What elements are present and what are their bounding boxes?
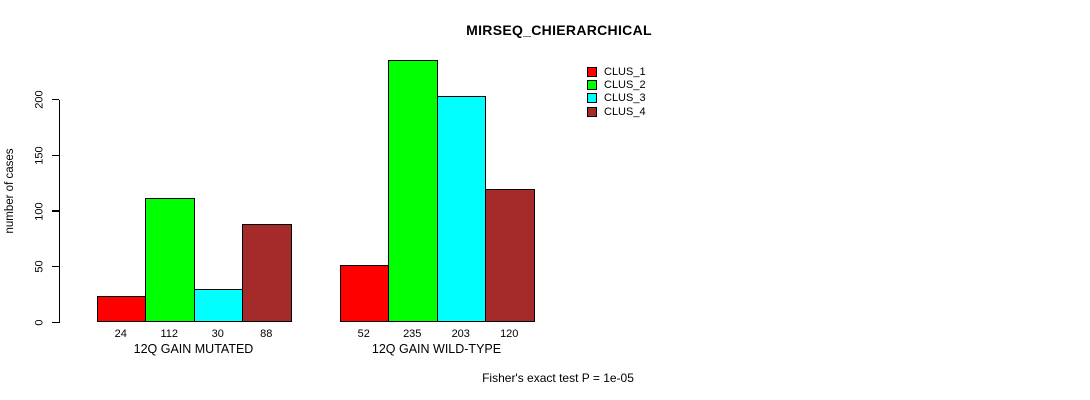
x-group-label: 12Q GAIN MUTATED xyxy=(133,342,254,356)
y-axis-line xyxy=(58,99,60,323)
y-tick-label: 200 xyxy=(33,90,45,109)
bar-value-label: 24 xyxy=(114,327,127,340)
y-tick-label: 0 xyxy=(33,319,45,326)
legend-swatch-clus_2 xyxy=(587,79,597,90)
legend-label: CLUS_2 xyxy=(604,78,646,91)
legend-swatch-clus_1 xyxy=(587,66,597,77)
bar-value-label: 120 xyxy=(500,327,519,340)
bar-clus_2 xyxy=(388,60,438,323)
y-tick-mark xyxy=(51,266,59,268)
y-tick-mark xyxy=(51,98,59,101)
bar-clus_3 xyxy=(436,96,486,323)
y-tick-label: 100 xyxy=(33,201,45,221)
bar-value-label: 88 xyxy=(260,327,273,340)
y-tick-mark xyxy=(51,210,59,212)
bar-value-label: 203 xyxy=(451,327,470,340)
y-tick-mark xyxy=(51,321,59,324)
bar-value-label: 112 xyxy=(160,327,179,340)
bar-clus_4 xyxy=(485,188,535,323)
bar-value-label: 52 xyxy=(357,327,370,340)
legend-label: CLUS_4 xyxy=(604,105,646,118)
legend-label: CLUS_3 xyxy=(604,92,646,105)
bar-clus_3 xyxy=(193,289,243,323)
x-group-label: 12Q GAIN WILD-TYPE xyxy=(371,342,502,356)
chart-title: MIRSEQ_CHIERARCHICAL xyxy=(466,22,652,38)
bar-clus_2 xyxy=(145,197,195,323)
bar-clus_1 xyxy=(339,264,389,323)
bar-clus_1 xyxy=(96,295,146,323)
y-tick-label: 50 xyxy=(33,260,45,273)
y-tick-mark xyxy=(51,154,59,156)
bar-clus_4 xyxy=(242,224,292,323)
y-tick-label: 150 xyxy=(33,146,45,165)
y-axis-label: number of cases xyxy=(4,148,16,234)
legend-swatch-clus_4 xyxy=(587,106,597,117)
legend-label: CLUS_1 xyxy=(604,65,646,78)
annotation-text: Fisher's exact test P = 1e-05 xyxy=(482,371,634,385)
legend-swatch-clus_3 xyxy=(587,93,597,104)
bar-value-label: 235 xyxy=(403,327,422,340)
bar-value-label: 30 xyxy=(211,327,224,340)
